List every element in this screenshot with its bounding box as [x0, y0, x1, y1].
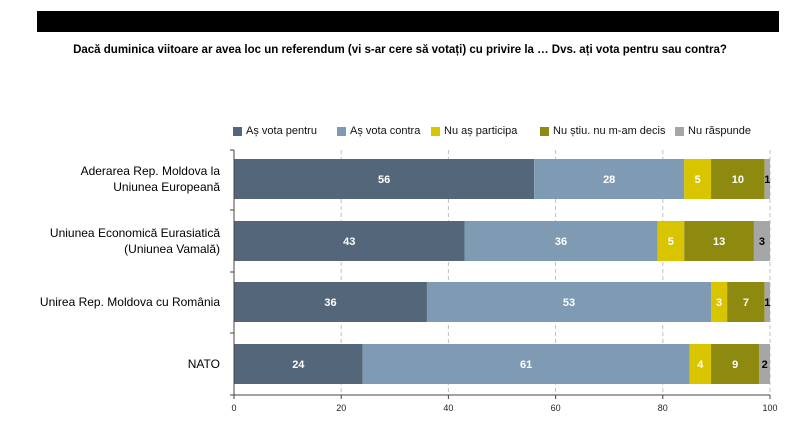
bar-value-label: 4 [697, 359, 704, 371]
category-label: Unirea Rep. Moldova cu România [39, 295, 220, 309]
category-label: NATO [187, 357, 220, 371]
x-tick-label: 0 [231, 403, 236, 413]
x-tick-label: 20 [336, 403, 346, 413]
legend-label: Aș vota pentru [246, 125, 317, 137]
bar-value-label: 5 [695, 174, 701, 186]
bar-segment [711, 282, 728, 322]
bar-value-label: 28 [603, 174, 615, 186]
bar-segment [689, 344, 712, 384]
bar-segment [764, 159, 770, 199]
legend-label: Nu știu. nu m-am decis [553, 125, 666, 137]
bar-value-label: 43 [343, 236, 355, 248]
chart-title: Dacă duminica viitoare ar avea loc un re… [73, 44, 727, 56]
bar-value-label: 36 [324, 297, 336, 309]
bar-segment [657, 221, 685, 261]
category-label: Aderarea Rep. Moldova la Uniunea European… [80, 164, 220, 194]
bar-value-label: 56 [378, 174, 390, 186]
legend-swatch [337, 127, 346, 136]
legend-swatch [431, 127, 440, 136]
x-tick-label: 80 [658, 403, 668, 413]
x-tick-label: 100 [762, 403, 777, 413]
bar-value-label: 3 [759, 236, 765, 248]
bar-value-label: 9 [732, 359, 738, 371]
bar-segment [684, 221, 754, 261]
bar-segment [362, 344, 690, 384]
bar-value-label: 53 [563, 297, 575, 309]
bar-value-label: 61 [520, 359, 532, 371]
bar-value-label: 24 [292, 359, 305, 371]
bar-segment [711, 159, 765, 199]
legend-label: Nu răspunde [688, 125, 751, 137]
bar-value-label: 1 [764, 174, 770, 186]
legend-swatch [675, 127, 684, 136]
bar-segment [464, 221, 658, 261]
bar-segment [711, 344, 760, 384]
bar-segment [234, 282, 427, 322]
bar-value-label: 36 [555, 236, 567, 248]
bar-segment [753, 221, 770, 261]
legend-swatch [233, 127, 242, 136]
legend-label: Nu aș participa [444, 125, 518, 137]
legend-label: Aș vota contra [350, 125, 421, 137]
bar-segment [426, 282, 712, 322]
bar-value-label: 5 [668, 236, 674, 248]
bar-segment [727, 282, 765, 322]
bar-value-label: 13 [713, 236, 725, 248]
header-bar [37, 11, 779, 32]
bar-value-label: 10 [732, 174, 744, 186]
bar-value-label: 3 [716, 297, 722, 309]
legend-swatch [540, 127, 549, 136]
bar-segment [534, 159, 685, 199]
bar-value-label: 1 [764, 297, 770, 309]
bar-value-label: 2 [762, 359, 768, 371]
bar-segment [684, 159, 712, 199]
x-tick-label: 40 [443, 403, 453, 413]
bar-segment [759, 344, 770, 384]
bar-segment [234, 159, 535, 199]
bar-value-label: 7 [743, 297, 749, 309]
category-label: Uniunea Economică Eurasiatică (Uniunea Va… [49, 226, 220, 256]
bar-segment [764, 282, 770, 322]
x-tick-label: 60 [551, 403, 561, 413]
bar-segment [234, 221, 465, 261]
bar-segment [234, 344, 363, 384]
